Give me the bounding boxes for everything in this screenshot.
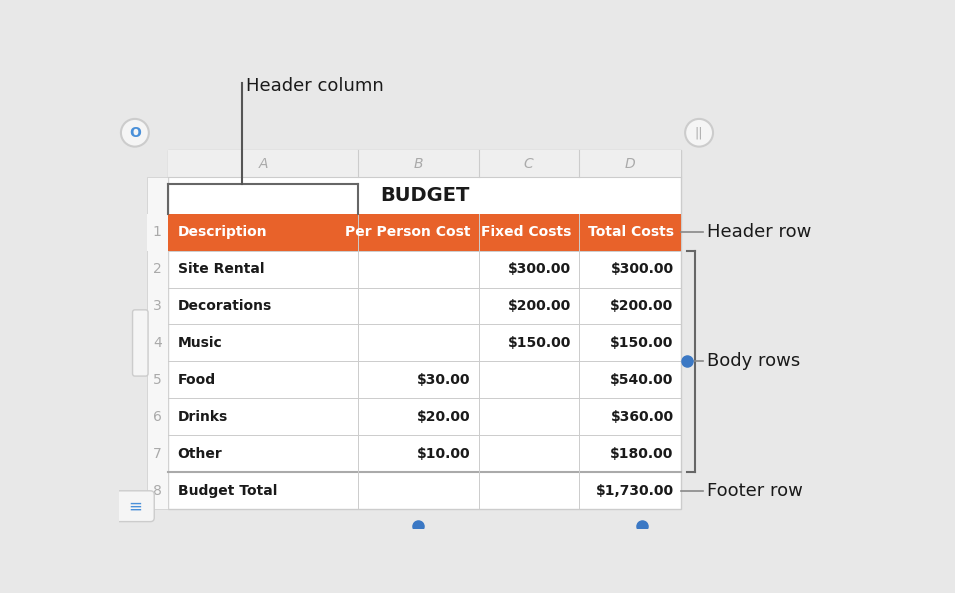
Text: $150.00: $150.00 bbox=[507, 336, 571, 350]
Text: 5: 5 bbox=[153, 373, 161, 387]
Text: $200.00: $200.00 bbox=[610, 299, 673, 313]
Text: $20.00: $20.00 bbox=[417, 410, 471, 424]
Text: B: B bbox=[414, 157, 423, 171]
Text: Drinks: Drinks bbox=[178, 410, 227, 424]
Text: Total Costs: Total Costs bbox=[587, 225, 673, 239]
Text: Music: Music bbox=[178, 336, 223, 350]
Text: $300.00: $300.00 bbox=[508, 262, 571, 276]
Text: Other: Other bbox=[178, 447, 223, 461]
Text: Decorations: Decorations bbox=[178, 299, 272, 313]
Text: ||: || bbox=[695, 126, 703, 139]
Text: 6: 6 bbox=[153, 410, 161, 424]
Text: Body rows: Body rows bbox=[707, 352, 800, 371]
Text: 2: 2 bbox=[153, 262, 161, 276]
Text: $360.00: $360.00 bbox=[610, 410, 673, 424]
Text: Site Rental: Site Rental bbox=[178, 262, 264, 276]
Text: Header column: Header column bbox=[246, 77, 384, 95]
Bar bbox=[146, 177, 168, 509]
Text: BUDGET: BUDGET bbox=[380, 186, 470, 205]
Bar bbox=[168, 151, 681, 509]
Bar bbox=[168, 213, 681, 251]
Text: Description: Description bbox=[178, 225, 267, 239]
Text: 1: 1 bbox=[153, 225, 161, 239]
Text: Header row: Header row bbox=[707, 223, 811, 241]
Text: $180.00: $180.00 bbox=[610, 447, 673, 461]
Text: $30.00: $30.00 bbox=[417, 373, 471, 387]
Circle shape bbox=[685, 119, 713, 146]
Text: C: C bbox=[523, 157, 534, 171]
Text: D: D bbox=[625, 157, 635, 171]
Text: 7: 7 bbox=[153, 447, 161, 461]
Circle shape bbox=[121, 119, 149, 146]
Text: O: O bbox=[129, 126, 140, 140]
Bar bbox=[146, 213, 168, 251]
Text: $540.00: $540.00 bbox=[610, 373, 673, 387]
Text: $200.00: $200.00 bbox=[508, 299, 571, 313]
Text: ≡: ≡ bbox=[128, 497, 141, 515]
Bar bbox=[168, 151, 681, 177]
Text: Fixed Costs: Fixed Costs bbox=[480, 225, 571, 239]
FancyBboxPatch shape bbox=[133, 310, 148, 376]
Text: $150.00: $150.00 bbox=[610, 336, 673, 350]
Text: 8: 8 bbox=[153, 484, 161, 498]
Text: 4: 4 bbox=[153, 336, 161, 350]
Text: A: A bbox=[259, 157, 267, 171]
Text: Footer row: Footer row bbox=[707, 482, 803, 500]
Text: Budget Total: Budget Total bbox=[178, 484, 277, 498]
Text: Food: Food bbox=[178, 373, 216, 387]
Text: Per Person Cost: Per Person Cost bbox=[346, 225, 471, 239]
FancyBboxPatch shape bbox=[116, 491, 155, 522]
Text: $1,730.00: $1,730.00 bbox=[595, 484, 673, 498]
Text: 3: 3 bbox=[153, 299, 161, 313]
Text: $300.00: $300.00 bbox=[610, 262, 673, 276]
Text: $10.00: $10.00 bbox=[417, 447, 471, 461]
